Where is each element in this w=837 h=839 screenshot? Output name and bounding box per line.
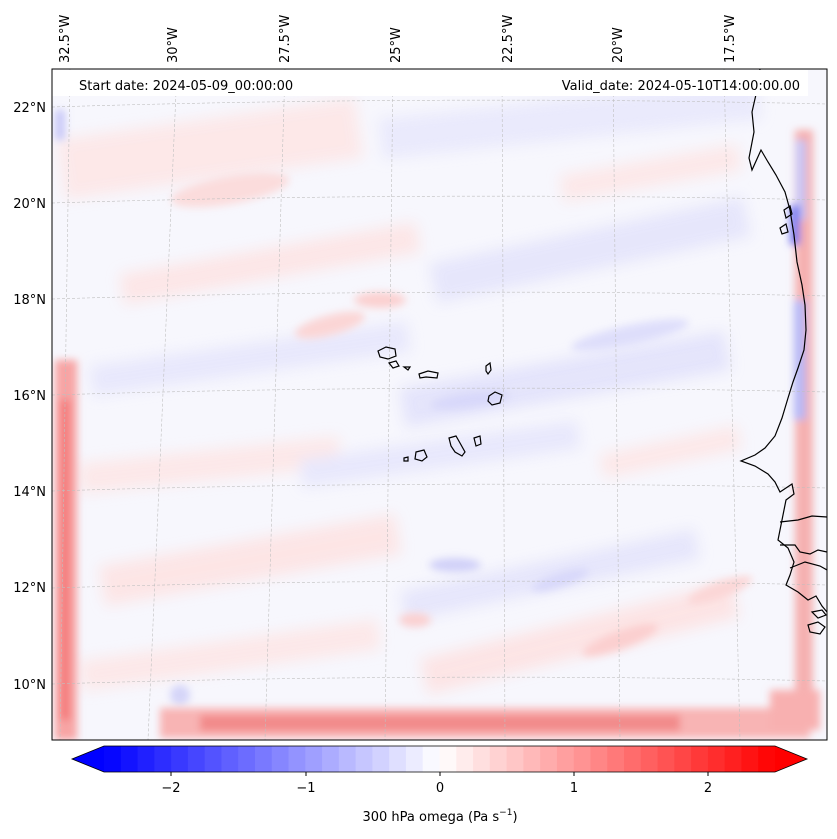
latitude-labels: 22°N 20°N 18°N 16°N 14°N 12°N 10°N <box>13 101 46 693</box>
colorbar-segment <box>590 746 608 772</box>
colorbar-segment <box>556 746 575 772</box>
colorbar-segment <box>372 746 390 772</box>
gridlines <box>52 69 827 740</box>
valid-date-label: Valid_date: 2024-05-10T14:00:00.00 <box>562 79 800 94</box>
lon-label: 25°W <box>389 27 404 63</box>
lat-label: 12°N <box>13 581 46 596</box>
colorbar-segment <box>657 746 675 772</box>
colorbar: −2 −1 0 1 2 300 hPa omega (Pa s−1) <box>70 745 809 825</box>
map-frame <box>51 68 828 741</box>
colorbar-tick-label: 0 <box>436 781 444 796</box>
island-brava <box>403 456 409 462</box>
colorbar-segment <box>389 746 407 772</box>
colorbar-segment <box>238 746 256 772</box>
colorbar-extend-min <box>72 746 104 772</box>
colorbar-segment <box>221 746 239 772</box>
colorbar-segment <box>624 746 642 772</box>
island-sao-vicente <box>387 360 400 369</box>
island-boa-vista <box>487 391 503 406</box>
colorbar-tick-label: −1 <box>296 781 315 796</box>
lat-label: 18°N <box>13 293 46 308</box>
colorbar-segment <box>288 746 306 772</box>
island-santiago <box>448 435 466 457</box>
colorbar-label-prefix: 300 hPa omega (Pa s <box>362 810 499 825</box>
colorbar-segment <box>204 746 223 772</box>
cape-verde-islands <box>377 346 503 462</box>
map-panel: Start date: 2024-05-09_00:00:00 Valid_da… <box>51 68 828 741</box>
colorbar-tick-label: 2 <box>704 781 712 796</box>
colorbar-label: 300 hPa omega (Pa s−1) <box>362 808 517 825</box>
colorbar-segment <box>674 746 692 772</box>
colorbar-segment <box>523 746 541 772</box>
colorbar-segment <box>305 746 323 772</box>
island-santa-luzia <box>402 366 412 371</box>
start-date-label: Start date: 2024-05-09_00:00:00 <box>79 79 293 94</box>
african-coast <box>739 69 827 613</box>
island-fogo <box>414 449 428 462</box>
colorbar-segment <box>171 746 189 772</box>
colorbar-label-exponent: −1 <box>499 808 512 818</box>
lat-label: 20°N <box>13 197 46 212</box>
colorbar-segment <box>187 746 206 772</box>
colorbar-segments <box>72 746 807 772</box>
colorbar-segment <box>322 746 340 772</box>
omega-field <box>55 79 820 740</box>
lon-label: 27.5°W <box>278 15 293 63</box>
colorbar-segment <box>607 746 625 772</box>
lat-label: 10°N <box>13 678 46 693</box>
colorbar-segment <box>355 746 374 772</box>
colorbar-segment <box>120 746 139 772</box>
colorbar-segment <box>707 746 726 772</box>
lon-label: 32.5°W <box>58 15 73 63</box>
island-santo-antao <box>377 346 397 360</box>
lat-label: 22°N <box>13 101 46 116</box>
coastlines <box>739 69 827 635</box>
colorbar-segment <box>540 746 558 772</box>
colorbar-segment <box>489 746 508 772</box>
colorbar-ticks: −2 −1 0 1 2 <box>161 772 712 796</box>
lon-label: 22.5°W <box>501 15 516 63</box>
lon-label: 20°W <box>611 27 626 63</box>
island-sao-nicolau <box>418 370 439 379</box>
colorbar-segment <box>405 746 424 772</box>
colorbar-segment <box>271 746 290 772</box>
colorbar-tick-label: 1 <box>570 781 578 796</box>
colorbar-outline <box>70 745 809 773</box>
colorbar-segment <box>104 746 122 772</box>
lat-label: 16°N <box>13 389 46 404</box>
colorbar-segment <box>338 746 357 772</box>
colorbar-segment <box>439 746 457 772</box>
colorbar-segment <box>691 746 709 772</box>
colorbar-segment <box>640 746 659 772</box>
colorbar-segment <box>456 746 474 772</box>
colorbar-segment <box>573 746 592 772</box>
colorbar-label-suffix: ) <box>512 810 517 825</box>
colorbar-segment <box>758 746 776 772</box>
island-maio <box>473 435 482 447</box>
lon-label: 17.5°W <box>723 15 738 63</box>
colorbar-segment <box>724 746 743 772</box>
lon-label: 30°W <box>166 27 181 63</box>
colorbar-segment <box>741 746 759 772</box>
colorbar-segment <box>422 746 441 772</box>
lat-label: 14°N <box>13 485 46 500</box>
colorbar-segment <box>137 746 155 772</box>
colorbar-segment <box>254 746 273 772</box>
colorbar-segment <box>154 746 172 772</box>
colorbar-extend-max <box>775 746 807 772</box>
colorbar-tick-label: −2 <box>161 781 180 796</box>
colorbar-segment <box>473 746 491 772</box>
island-sal <box>485 361 492 376</box>
date-banner <box>52 70 808 96</box>
colorbar-segment <box>506 746 524 772</box>
longitude-labels: 32.5°W 30°W 27.5°W 25°W 22.5°W 20°W 17.5… <box>58 15 738 63</box>
